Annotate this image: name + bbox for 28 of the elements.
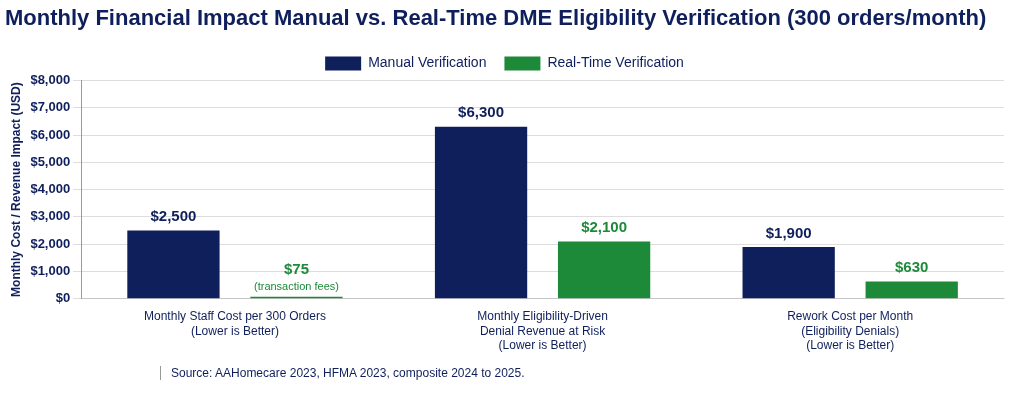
y-tick-label: $1,000 (30, 263, 71, 279)
y-tick-label: $6,000 (30, 126, 71, 142)
y-tick-label: $7,000 (30, 99, 71, 115)
y-tick-label: $4,000 (30, 181, 71, 197)
data-label: $2,500 (150, 207, 197, 225)
y-tick-label: $0 (55, 290, 71, 306)
bar (434, 126, 528, 299)
data-label: $75 (transaction fees) (254, 260, 339, 293)
source-note: Source: AAHomecare 2023, HFMA 2023, composite 2024 to 2025. (171, 366, 525, 380)
y-tick-label: $3,000 (30, 208, 71, 224)
chart-title: Monthly Financial Impact Manual vs. Real-Time DME Eligibility Verification (300 orders/month) (5, 5, 987, 31)
legend-label: Real-Time Verification (547, 54, 684, 71)
x-tick-label: Monthly Staff Cost per 300 Orders (Lower is Better) (144, 309, 326, 338)
x-tick-label: Monthly Eligibility-Driven Denial Revenue at Risk (Lower is Better) (477, 309, 608, 353)
y-axis-title: Monthly Cost / Revenue Impact (USD) (8, 82, 23, 297)
legend-label: Manual Verification (368, 54, 487, 71)
data-label: $630 (895, 258, 929, 276)
bar (742, 246, 835, 299)
y-tick-label: $8,000 (30, 71, 71, 87)
y-tick-label: $5,000 (30, 153, 71, 169)
bar (127, 230, 220, 299)
bar (865, 281, 958, 299)
data-label: $2,100 (581, 218, 628, 236)
data-label: $6,300 (458, 103, 504, 121)
y-tick-label: $2,000 (30, 235, 71, 251)
data-label: $1,900 (765, 223, 812, 241)
bar (557, 241, 651, 299)
x-tick-label: Rework Cost per Month (Eligibility Denials) (Lower is Better) (787, 309, 914, 353)
